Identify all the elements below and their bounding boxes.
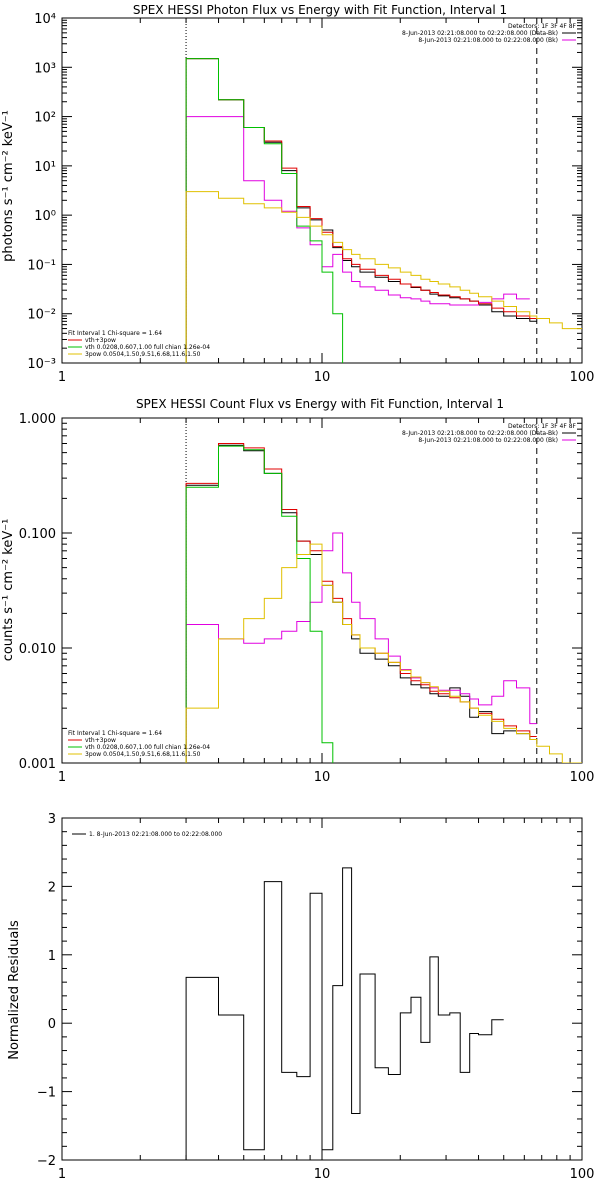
y-tick-label: 10⁻²	[27, 308, 56, 323]
y-axis-label: Normalized Residuals	[7, 920, 22, 1060]
x-tick-label: 100	[570, 770, 595, 785]
x-tick-label: 100	[570, 370, 595, 385]
legend-entry: Detectors: 1F 3F 4F 8F	[508, 423, 577, 430]
y-axis-label: counts s⁻¹ cm⁻² keV⁻¹	[1, 519, 16, 662]
legend-entry: vth+3pow	[85, 337, 116, 344]
photon-flux-panel: SPEX HESSI Photon Flux vs Energy with Fi…	[1, 3, 594, 385]
panel-title: SPEX HESSI Count Flux vs Energy with Fit…	[136, 397, 504, 411]
y-tick-label: 10¹	[34, 160, 56, 175]
legend-entry: 8-Jun-2013 02:21:08.000 to 02:22:08.000 …	[418, 37, 558, 44]
legend-entry: 8-Jun-2013 02:21:08.000 to 02:22:08.000 …	[402, 430, 558, 437]
y-tick-label: −2	[37, 1154, 56, 1169]
y-tick-label: 2	[48, 880, 56, 895]
y-tick-label: −1	[37, 1086, 56, 1101]
y-tick-label: 3	[48, 812, 56, 827]
legend-entry: vth 0.0208,0.607,1.00 full chian 1.26e-0…	[85, 344, 210, 351]
series-line-1	[185, 532, 537, 763]
y-tick-label: 0.001	[19, 757, 56, 772]
legend-entry: Detectors: 1F 3F 4F 8F	[508, 23, 577, 30]
legend-entry: 3pow 0.0504,1.50,9.51,6.68,11.6,1.50	[85, 751, 201, 758]
x-tick-label: 10	[314, 370, 331, 385]
y-axis-label: photons s⁻¹ cm⁻² keV⁻¹	[1, 110, 16, 262]
series-line-3	[185, 445, 334, 763]
x-tick-label: 10	[314, 1167, 331, 1182]
y-tick-label: 1.000	[19, 412, 56, 427]
series-line-3	[185, 58, 344, 363]
residuals-panel: Normalized Residuals 1 10 100 −2 −1 0 1 2 3 1. 8-…	[7, 812, 594, 1182]
panel-title: SPEX HESSI Photon Flux vs Energy with Fi…	[133, 3, 507, 17]
x-tick-label: 1	[58, 770, 66, 785]
y-tick-label: 10⁴	[34, 12, 56, 27]
series-line-4	[185, 543, 582, 763]
legend-entry: 1. 8-Jun-2013 02:21:08.000 to 02:22:08.0…	[89, 831, 222, 838]
series-line-0	[185, 867, 504, 1160]
x-tick-label: 1	[58, 1167, 66, 1182]
legend-entry: 8-Jun-2013 02:21:08.000 to 02:22:08.000 …	[418, 437, 558, 444]
y-tick-label: 0	[48, 1017, 56, 1032]
y-tick-label: 10⁻¹	[27, 258, 56, 273]
series-line-0	[185, 58, 537, 363]
y-tick-label: 10²	[34, 111, 56, 126]
series-line-1	[185, 116, 530, 363]
legend-entry: vth+3pow	[85, 737, 116, 744]
y-tick-label: 0.010	[19, 642, 56, 657]
count-flux-panel: SPEX HESSI Count Flux vs Energy with Fit…	[1, 397, 594, 785]
legend-entry: 8-Jun-2013 02:21:08.000 to 02:22:08.000 …	[402, 30, 558, 37]
legend-entry: vth 0.0208,0.607,1.00 full chian 1.26e-0…	[85, 744, 210, 751]
series-line-4	[185, 191, 582, 363]
x-tick-label: 100	[570, 1167, 595, 1182]
legend-entry: 3pow 0.0504,1.50,9.51,6.68,11.6,1.50	[85, 351, 201, 358]
y-tick-label: 1	[48, 949, 56, 964]
y-tick-label: 10⁰	[34, 209, 56, 224]
y-tick-label: 10⁻³	[27, 357, 56, 372]
series-line-2	[185, 58, 537, 363]
y-tick-label: 0.100	[19, 527, 56, 542]
x-tick-label: 1	[58, 370, 66, 385]
legend-entry: Fit Interval 1 Chi-square = 1.64	[68, 330, 162, 337]
x-tick-label: 10	[314, 770, 331, 785]
legend-entry: Fit Interval 1 Chi-square = 1.64	[68, 730, 162, 737]
y-tick-label: 10³	[34, 61, 56, 76]
